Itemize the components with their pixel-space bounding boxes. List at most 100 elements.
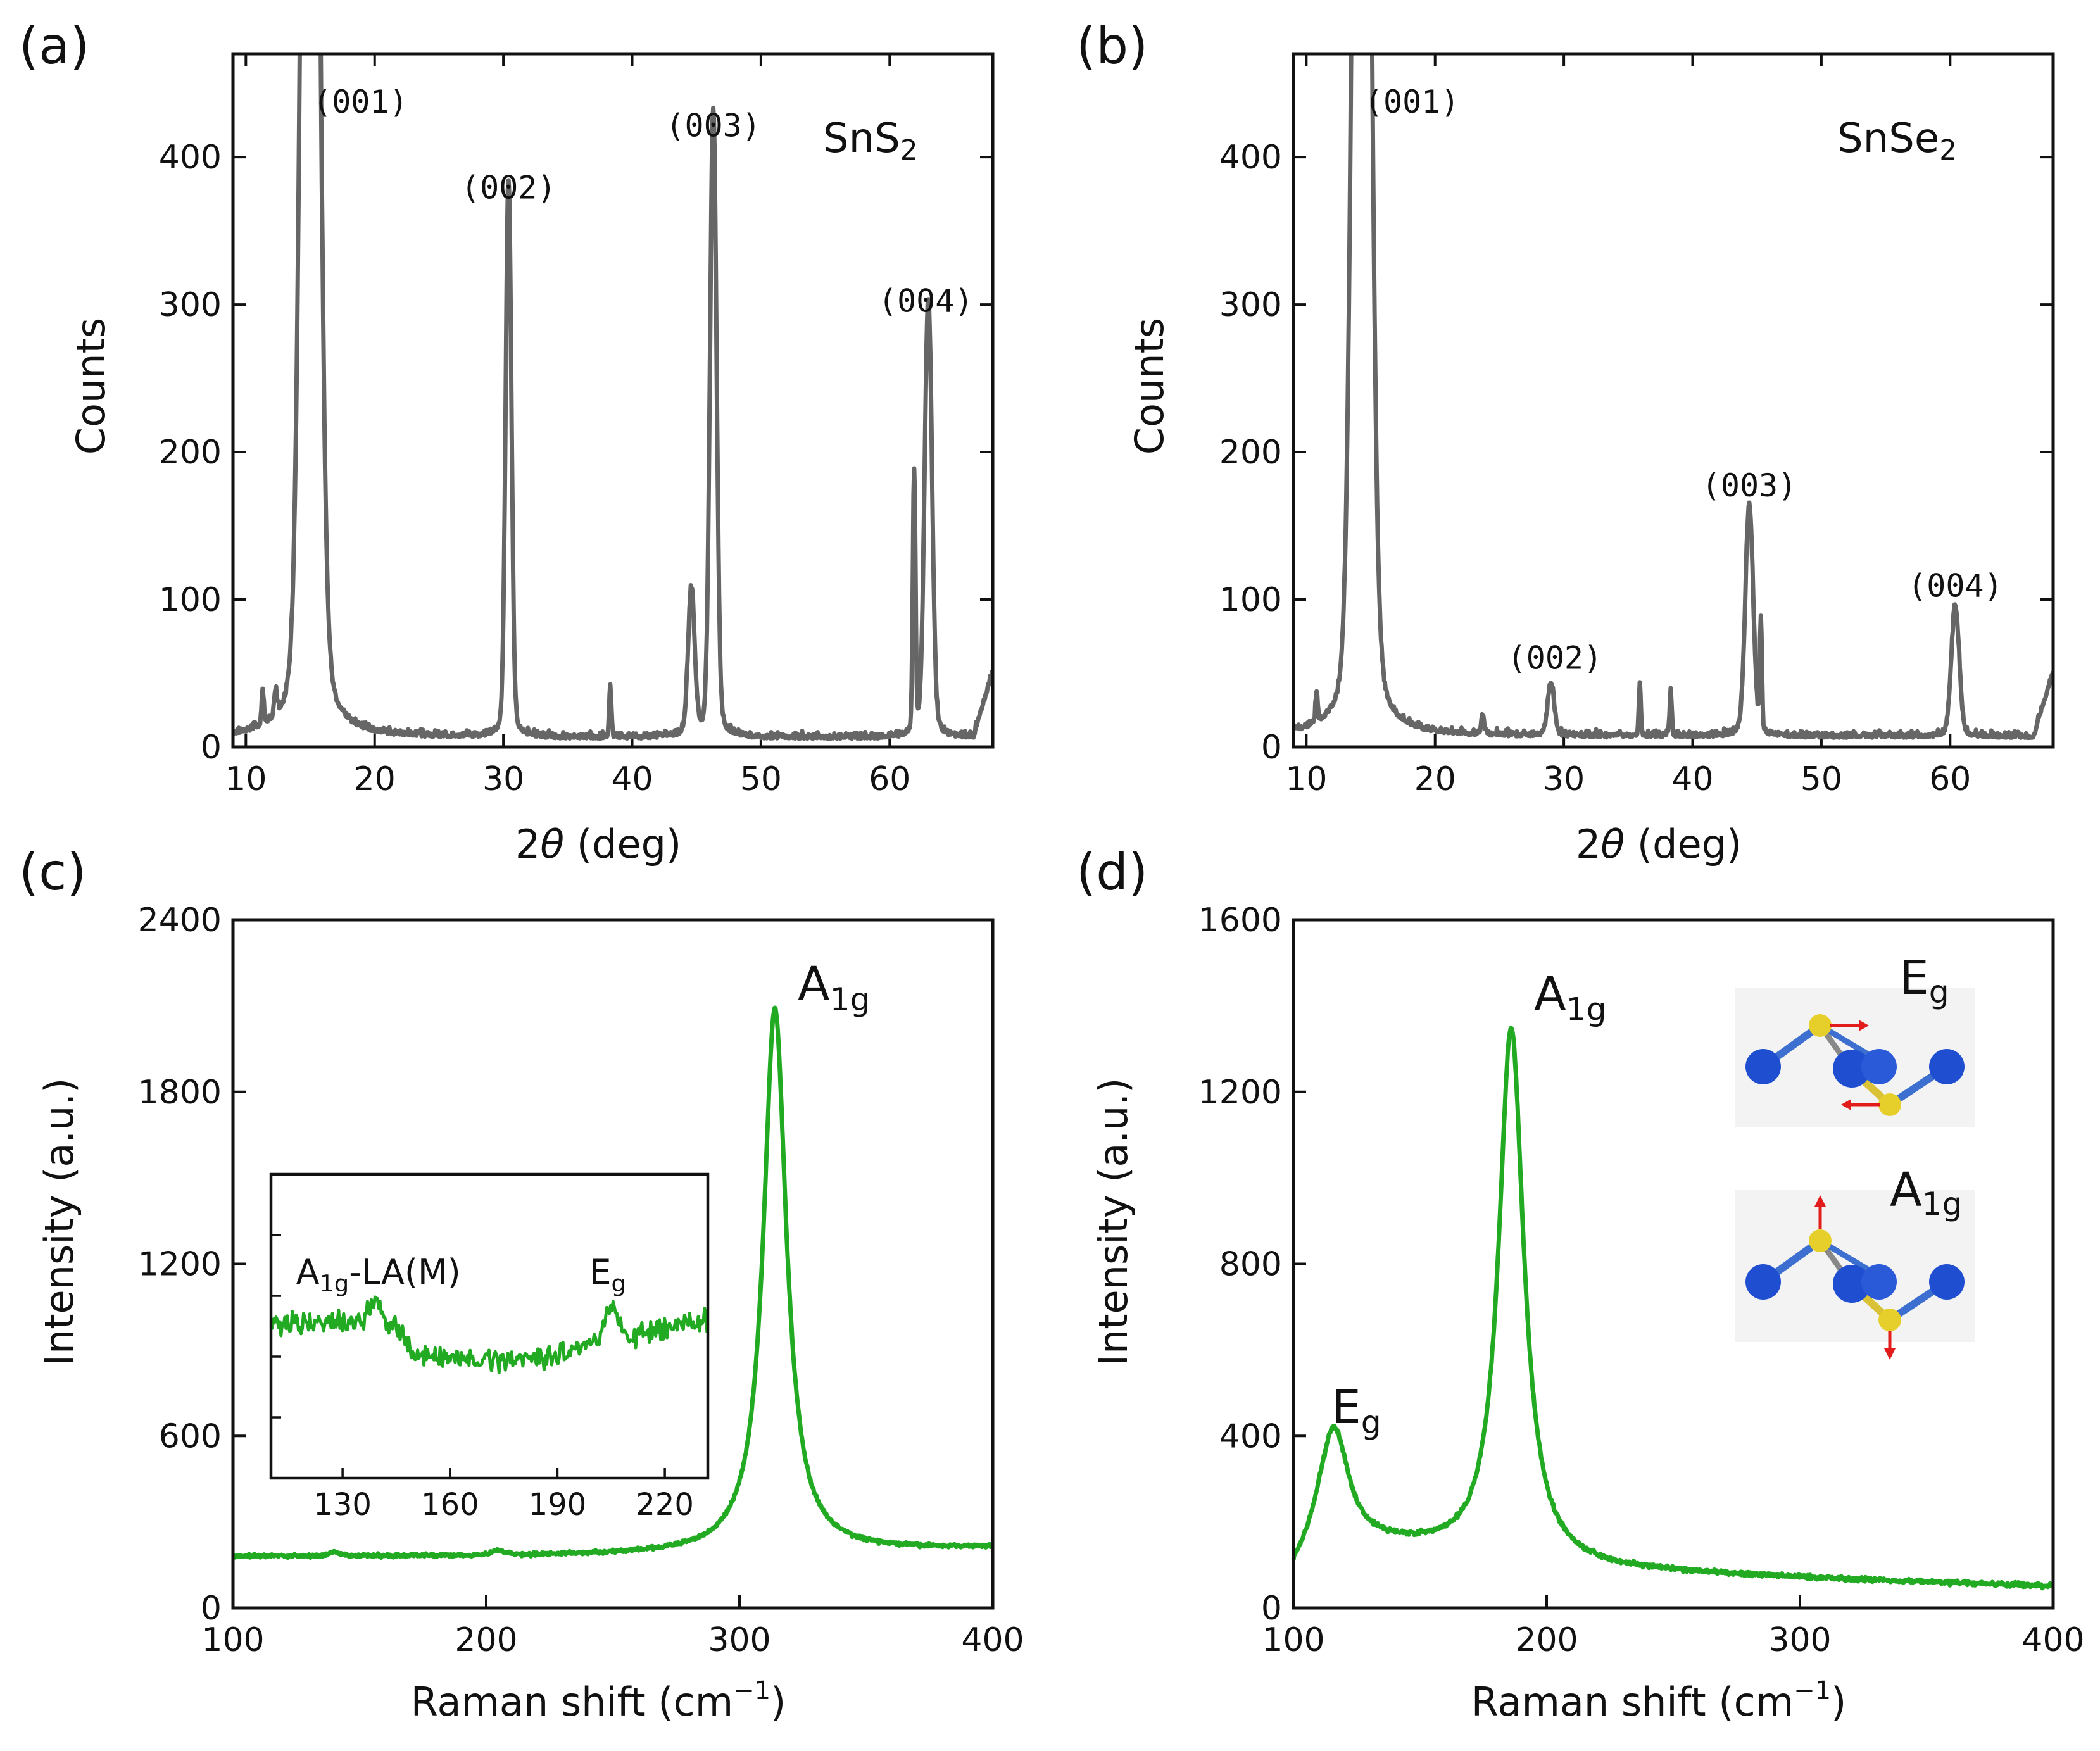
inset-label-sub: 1g: [320, 1270, 349, 1297]
x-tick-label: 30: [482, 760, 524, 798]
eg-schematic-label: Eg: [1899, 951, 1949, 1010]
y-tick-label: 0: [1261, 729, 1282, 767]
chalcogen-atom: [1878, 1309, 1901, 1331]
x-tick-label: 300: [708, 1621, 770, 1659]
plot-frame: [1292, 918, 2055, 1610]
panel-a-material-label: SnS2: [823, 115, 918, 166]
xrd-series-line: [1293, 54, 2053, 741]
raman-mode-label: A1g: [798, 957, 871, 1018]
x-tick-label: 400: [2021, 1621, 2084, 1659]
panel-d-plot: 100 200 300 400 0 400 800 1200 1600 A1g Eg: [1198, 901, 2085, 1659]
raman-series-line: [1291, 1026, 2054, 1591]
arrow-down-icon: [1884, 1348, 1896, 1360]
raman-mode-label: Eg: [1331, 1380, 1381, 1441]
peak-label: (003): [1702, 467, 1797, 504]
y-tick-label: 1800: [138, 1074, 222, 1112]
peak-label: (002): [1507, 640, 1603, 677]
y-tick-label: 0: [201, 729, 222, 767]
panel-d-ylabel: Intensity (a.u.): [1090, 1078, 1136, 1366]
y-tick-label: 200: [1219, 434, 1282, 472]
y-tick-label: 0: [1261, 1590, 1282, 1628]
inset-mode-label: A1g-LA(M): [296, 1252, 461, 1297]
y-tick-label: 300: [1219, 286, 1282, 324]
sn-atom: [1861, 1264, 1897, 1300]
panel-b-xrd-snse2: (b) 10 20 30 40 50 60 0 100 200 300 400 (001) (002) (…: [1076, 16, 2055, 867]
x-tick-label: 50: [1801, 760, 1842, 798]
xrd-series-line: [233, 54, 993, 741]
sn-atom: [1929, 1264, 1965, 1300]
x-tick-label: 50: [740, 760, 782, 798]
panel-c-tag: (c): [19, 843, 86, 901]
panel-b-tag: (b): [1076, 16, 1148, 75]
peak-label: (001): [313, 84, 408, 120]
y-tick-label: 1200: [138, 1246, 222, 1284]
sn-atom: [1745, 1049, 1781, 1084]
panel-c-xlabel: Raman shift (cm−1): [411, 1676, 786, 1725]
inset-label-sub: g: [611, 1270, 626, 1297]
raman-mode-label: A1g: [1534, 967, 1607, 1028]
x-tick-label: 400: [961, 1621, 1024, 1659]
raman-series-line: [231, 1005, 994, 1560]
y-tick-label: 1600: [1198, 901, 1282, 939]
plot-frame: [231, 918, 995, 1610]
a1g-mode-schematic: [1735, 1190, 1975, 1360]
y-tick-label: 400: [1219, 1417, 1282, 1455]
x-tick-label: 20: [354, 760, 396, 798]
arrow-right-icon: [1859, 1020, 1869, 1031]
sn-atom: [1833, 1265, 1871, 1303]
chalcogen-atom: [1809, 1229, 1832, 1252]
y-tick-label: 100: [159, 581, 222, 619]
arrow-up-icon: [1814, 1195, 1826, 1207]
sn-atom: [1833, 1050, 1871, 1088]
eg-mode-schematic: [1735, 988, 1975, 1127]
panel-b-material-label: SnSe2: [1837, 115, 1957, 166]
inset-label-base: E: [589, 1252, 611, 1292]
inset-label-post: -LA(M): [349, 1252, 460, 1292]
x-tick-label: 100: [1262, 1621, 1324, 1659]
mode-label-sub: g: [1361, 1403, 1381, 1441]
inset-mode-label: Eg: [589, 1252, 626, 1297]
y-tick-label: 400: [1219, 139, 1282, 177]
peak-label: (002): [461, 169, 556, 206]
panel-a-tag: (a): [19, 16, 89, 75]
y-tick-label: 300: [159, 286, 222, 324]
panel-d-xlabel: Raman shift (cm−1): [1471, 1676, 1847, 1725]
peak-label: (003): [665, 107, 761, 144]
sn-atom: [1929, 1049, 1965, 1084]
x-tick-label: 200: [455, 1621, 517, 1659]
panel-c-inset: 130 160 190 220 A1g-LA(M) Eg: [269, 1172, 710, 1522]
panel-a-xlabel: 2θ (deg): [515, 821, 681, 867]
inset-x-tick-label: 160: [421, 1487, 479, 1522]
y-tick-label: 2400: [138, 901, 222, 939]
y-tick-label: 800: [1219, 1246, 1282, 1284]
x-tick-label: 60: [869, 760, 910, 798]
x-tick-label: 100: [201, 1621, 264, 1659]
x-tick-label: 200: [1515, 1621, 1578, 1659]
x-tick-label: 10: [225, 760, 267, 798]
panel-b-plot: 10 20 30 40 50 60 0 100 200 300 400 (001) (002) (003)…: [1219, 52, 2055, 798]
inset-frame: [269, 1172, 710, 1480]
x-tick-label: 40: [1671, 760, 1713, 798]
inset-x-tick-label: 190: [529, 1487, 587, 1522]
inset-x-tick-label: 130: [313, 1487, 372, 1522]
y-tick-label: 600: [159, 1417, 222, 1455]
panel-b-ylabel: Counts: [1126, 318, 1173, 455]
x-tick-label: 10: [1285, 760, 1327, 798]
panel-c-ylabel: Intensity (a.u.): [36, 1078, 82, 1366]
panel-a-xrd-sns2: (a) 10 20 30 40 50 60 0 100 200 300 400 (001) (002) (…: [19, 16, 995, 867]
inset-x-tick-label: 220: [636, 1487, 694, 1522]
mode-label-base: A: [798, 957, 830, 1012]
arrow-left-icon: [1841, 1099, 1851, 1110]
peak-label: (004): [878, 283, 974, 320]
mode-label-sub: 1g: [830, 981, 871, 1018]
chalcogen-atom: [1809, 1014, 1832, 1037]
inset-series-line: [269, 1295, 709, 1374]
x-tick-label: 60: [1929, 760, 1971, 798]
mode-label-base: A: [1534, 967, 1566, 1022]
x-tick-label: 20: [1414, 760, 1456, 798]
y-tick-label: 1200: [1198, 1074, 1282, 1112]
sn-atom: [1861, 1049, 1897, 1084]
